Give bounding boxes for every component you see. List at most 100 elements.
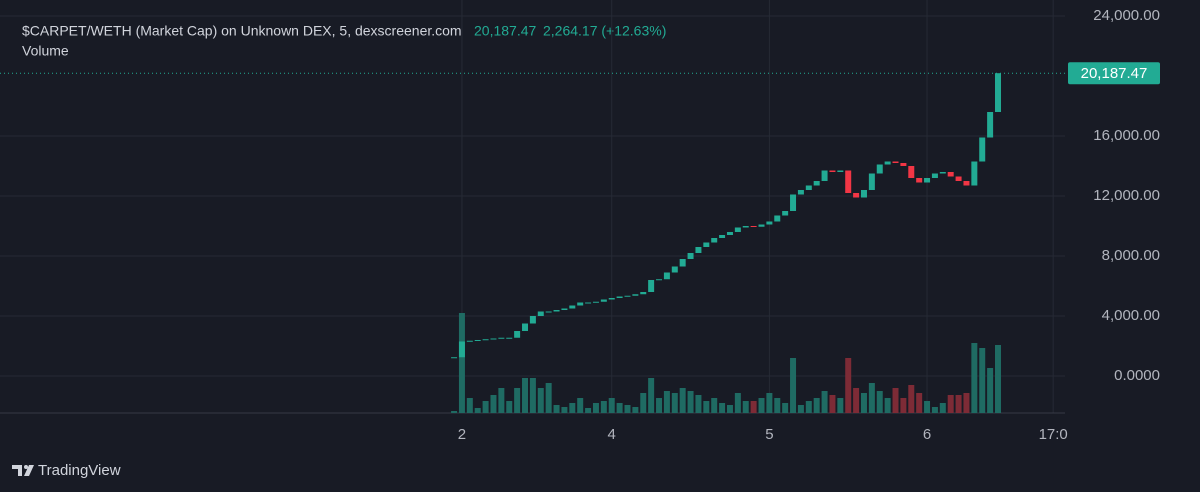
candle	[742, 225, 749, 228]
candle	[482, 339, 489, 341]
candle	[734, 227, 741, 232]
volume-bar	[640, 393, 647, 413]
candle	[876, 164, 883, 174]
volume-bar	[900, 398, 907, 413]
volume-label: Volume	[22, 43, 69, 59]
volume-bar	[632, 407, 639, 413]
last-price-tag	[1068, 62, 1160, 85]
brand: TradingView	[38, 462, 121, 479]
candle	[632, 294, 639, 296]
volume-bar	[451, 411, 458, 413]
volume-bar	[577, 398, 584, 413]
candle	[931, 173, 938, 179]
x-tick-label: 5	[765, 426, 773, 443]
y-tick-label: 16,000.00	[1093, 127, 1160, 144]
candle	[829, 170, 836, 173]
candle	[797, 190, 804, 195]
x-tick-label: 6	[923, 426, 931, 443]
candle	[963, 181, 970, 186]
candle	[924, 178, 931, 183]
volume-bar	[860, 393, 867, 413]
candle	[679, 258, 686, 267]
candle	[853, 193, 860, 198]
candle	[600, 299, 607, 302]
volume-bar	[648, 378, 655, 413]
candle	[695, 246, 702, 253]
candle	[766, 221, 773, 225]
candle	[474, 339, 481, 341]
y-tick-label: 4,000.00	[1102, 307, 1160, 324]
volume-bar	[498, 388, 505, 413]
x-tick-label: 17:0	[1039, 426, 1068, 443]
candle	[592, 301, 599, 303]
candle	[813, 181, 820, 186]
candle	[908, 166, 915, 179]
candle	[987, 112, 994, 138]
volume-bar	[663, 391, 670, 413]
y-tick-label: 0.0000	[1114, 367, 1160, 384]
candle	[663, 272, 670, 280]
candle	[522, 323, 529, 331]
candle	[892, 161, 899, 164]
volume-bar	[774, 398, 781, 413]
volume-bar	[687, 391, 694, 413]
volume-bar	[797, 405, 804, 413]
volume-bar	[561, 407, 568, 413]
volume-bar	[624, 405, 631, 413]
volume-bar	[616, 403, 623, 413]
volume-bar	[679, 388, 686, 413]
candle	[545, 311, 552, 313]
candle	[884, 161, 891, 165]
volume-bar	[868, 383, 875, 413]
candle	[979, 137, 986, 162]
volume-bar	[482, 401, 489, 413]
candle	[577, 302, 584, 306]
volume-bar	[742, 401, 749, 413]
volume-bar	[522, 378, 529, 413]
logo	[12, 465, 34, 476]
volume-bar	[545, 383, 552, 413]
last-value: 20,187.47	[474, 23, 536, 39]
candle	[837, 170, 844, 173]
volume-bar	[734, 393, 741, 413]
candle	[860, 190, 867, 198]
volume-bar	[916, 393, 923, 413]
candle	[585, 302, 592, 304]
volume-bar	[695, 395, 702, 413]
candle	[537, 311, 544, 316]
volume-bar	[908, 385, 915, 413]
volume-bar	[821, 391, 828, 413]
candle	[490, 338, 497, 340]
volume-bar	[592, 403, 599, 413]
volume-bar	[585, 408, 592, 413]
volume-bar	[726, 405, 733, 413]
volume-bar	[853, 388, 860, 413]
y-tick-label: 12,000.00	[1093, 187, 1160, 204]
volume-bar	[955, 395, 962, 413]
candle	[916, 178, 923, 183]
candle	[774, 215, 781, 222]
volume-bar	[506, 401, 513, 413]
candle	[648, 279, 655, 292]
candle	[451, 357, 458, 359]
volume-bar	[458, 313, 465, 413]
candle	[561, 308, 568, 310]
symbol-title: $CARPET/WETH (Market Cap) on Unknown DEX…	[22, 23, 462, 39]
volume-bar	[845, 358, 852, 413]
volume-bar	[553, 405, 560, 413]
candle	[466, 340, 473, 342]
candle	[711, 237, 718, 243]
volume-bar	[711, 398, 718, 413]
candle	[703, 242, 710, 247]
volume-bar	[924, 401, 931, 413]
volume-bar	[466, 398, 473, 413]
x-tick-label: 2	[458, 426, 466, 443]
volume-bar	[719, 403, 726, 413]
candle	[553, 309, 560, 312]
candle	[947, 172, 954, 177]
volume-bar	[782, 403, 789, 413]
volume-bar	[963, 393, 970, 413]
volume-bar	[892, 388, 899, 413]
volume-bar	[474, 408, 481, 413]
